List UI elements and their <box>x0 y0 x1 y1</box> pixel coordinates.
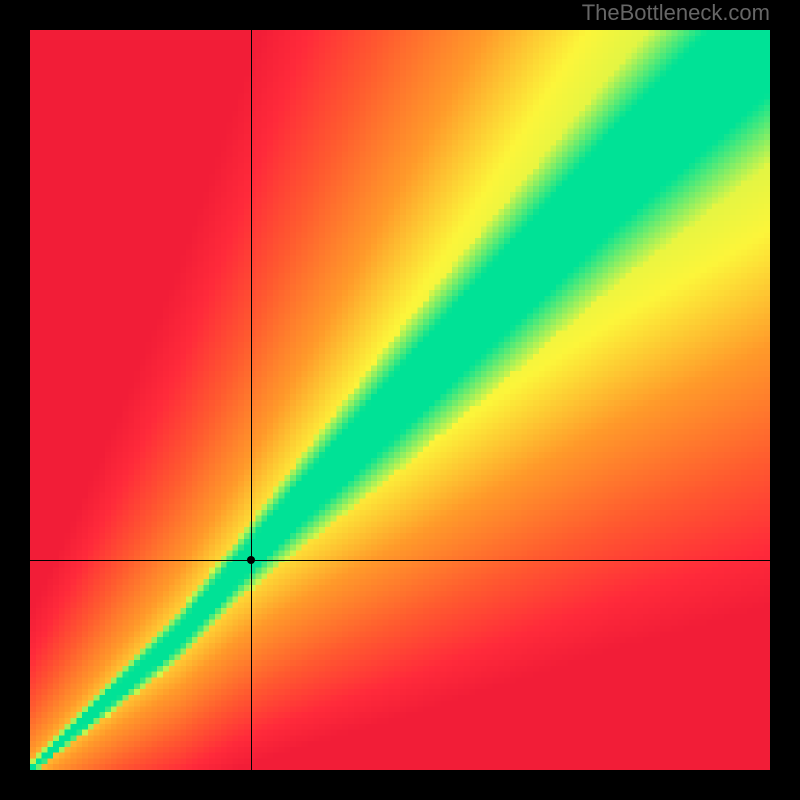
crosshair-vertical <box>251 30 253 770</box>
attribution-text: TheBottleneck.com <box>582 0 770 26</box>
crosshair-marker <box>247 556 255 564</box>
crosshair-horizontal <box>30 560 770 562</box>
chart-container: TheBottleneck.com <box>0 0 800 800</box>
plot-area <box>30 30 770 770</box>
heatmap-canvas <box>30 30 770 770</box>
